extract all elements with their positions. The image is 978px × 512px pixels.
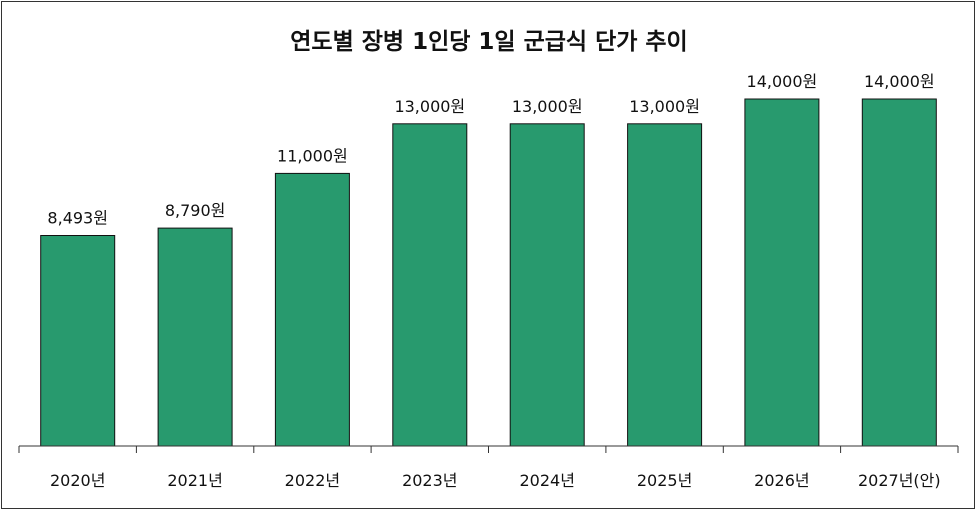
bar [744,98,820,447]
data-label: 8,790원 [165,201,226,220]
bar [274,172,350,447]
bar [861,98,937,447]
x-tick-label: 2027년(안) [858,471,941,490]
x-tick-label: 2025년 [637,471,692,490]
bar [40,235,116,447]
data-label: 14,000원 [864,72,935,91]
data-label: 13,000원 [629,97,700,116]
chart-title: 연도별 장병 1인당 1일 군급식 단가 추이 [290,29,688,55]
bar [392,123,468,447]
x-tick-label: 2026년 [754,471,809,490]
x-tick-label: 2022년 [285,471,340,490]
data-label: 13,000원 [512,97,583,116]
x-tick-label: 2020년 [50,471,105,490]
bar [509,123,585,447]
bars-group: 8,493원 8,790원 11,000원 13,000원 13,000원 13,000원… [40,72,937,447]
data-label: 14,000원 [747,72,818,91]
x-tick-label: 2024년 [519,471,574,490]
data-label: 8,493원 [47,209,108,228]
x-tick-label: 2023년 [402,471,457,490]
x-tick-label: 2021년 [167,471,222,490]
bar [627,123,703,447]
x-axis: 2020년 2021년 2022년 2023년 2024년 2025년 2026년 2027년… [18,445,959,490]
data-label: 13,000원 [394,97,465,116]
data-label: 11,000원 [277,146,348,165]
bar [157,227,233,447]
